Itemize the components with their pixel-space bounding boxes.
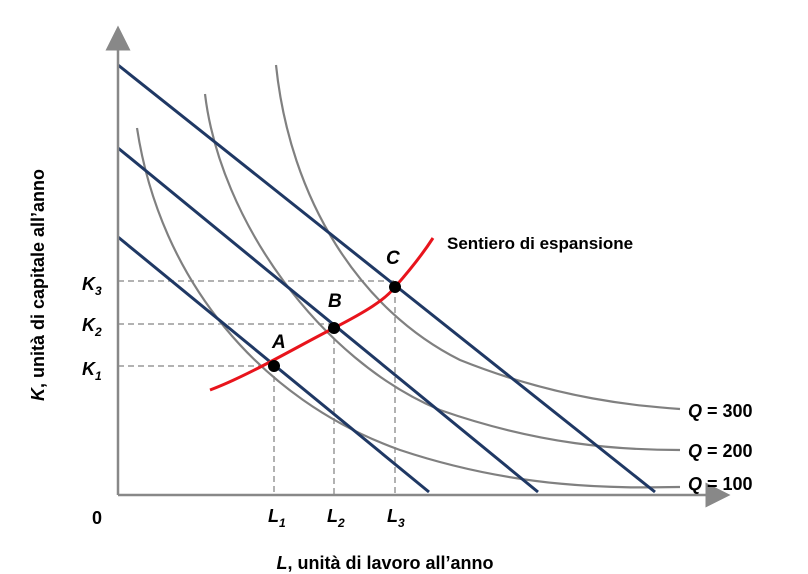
y-tick-k3: K3 xyxy=(82,274,102,298)
isoquant-100 xyxy=(135,127,681,489)
isoquant-curves xyxy=(135,64,681,489)
isocost-line-3 xyxy=(117,63,656,494)
isoquant-label-200: Q = 200 xyxy=(688,441,753,461)
y-tick-k2: K2 xyxy=(82,315,102,339)
point-c-marker xyxy=(389,281,401,293)
isoquant-300 xyxy=(274,64,681,411)
isoquant-label-300: Q = 300 xyxy=(688,401,753,421)
tangency-points xyxy=(268,281,401,372)
guide-lines xyxy=(118,280,396,495)
y-tick-k1: K1 xyxy=(82,359,102,383)
point-a-label: A xyxy=(271,332,286,353)
x-tick-l3: L3 xyxy=(387,506,405,530)
point-b-marker xyxy=(328,322,340,334)
point-a-marker xyxy=(268,360,280,372)
point-b-label: B xyxy=(328,291,342,312)
expansion-path-curve xyxy=(209,237,435,392)
isoquant-200 xyxy=(203,93,681,452)
y-axis-title: K, unità di capitale all’anno xyxy=(28,169,48,401)
isocost-lines xyxy=(117,63,656,494)
origin-label: 0 xyxy=(92,508,102,528)
x-axis-title: L, unità di lavoro all’anno xyxy=(276,553,493,573)
axes xyxy=(105,25,731,508)
expansion-path-label: Sentiero di espansione xyxy=(447,234,633,253)
point-c-label: C xyxy=(386,248,400,269)
x-tick-l2: L2 xyxy=(327,506,345,530)
isoquant-label-100: Q = 100 xyxy=(688,474,753,494)
isocost-line-2 xyxy=(117,146,539,494)
x-tick-l1: L1 xyxy=(268,506,286,530)
